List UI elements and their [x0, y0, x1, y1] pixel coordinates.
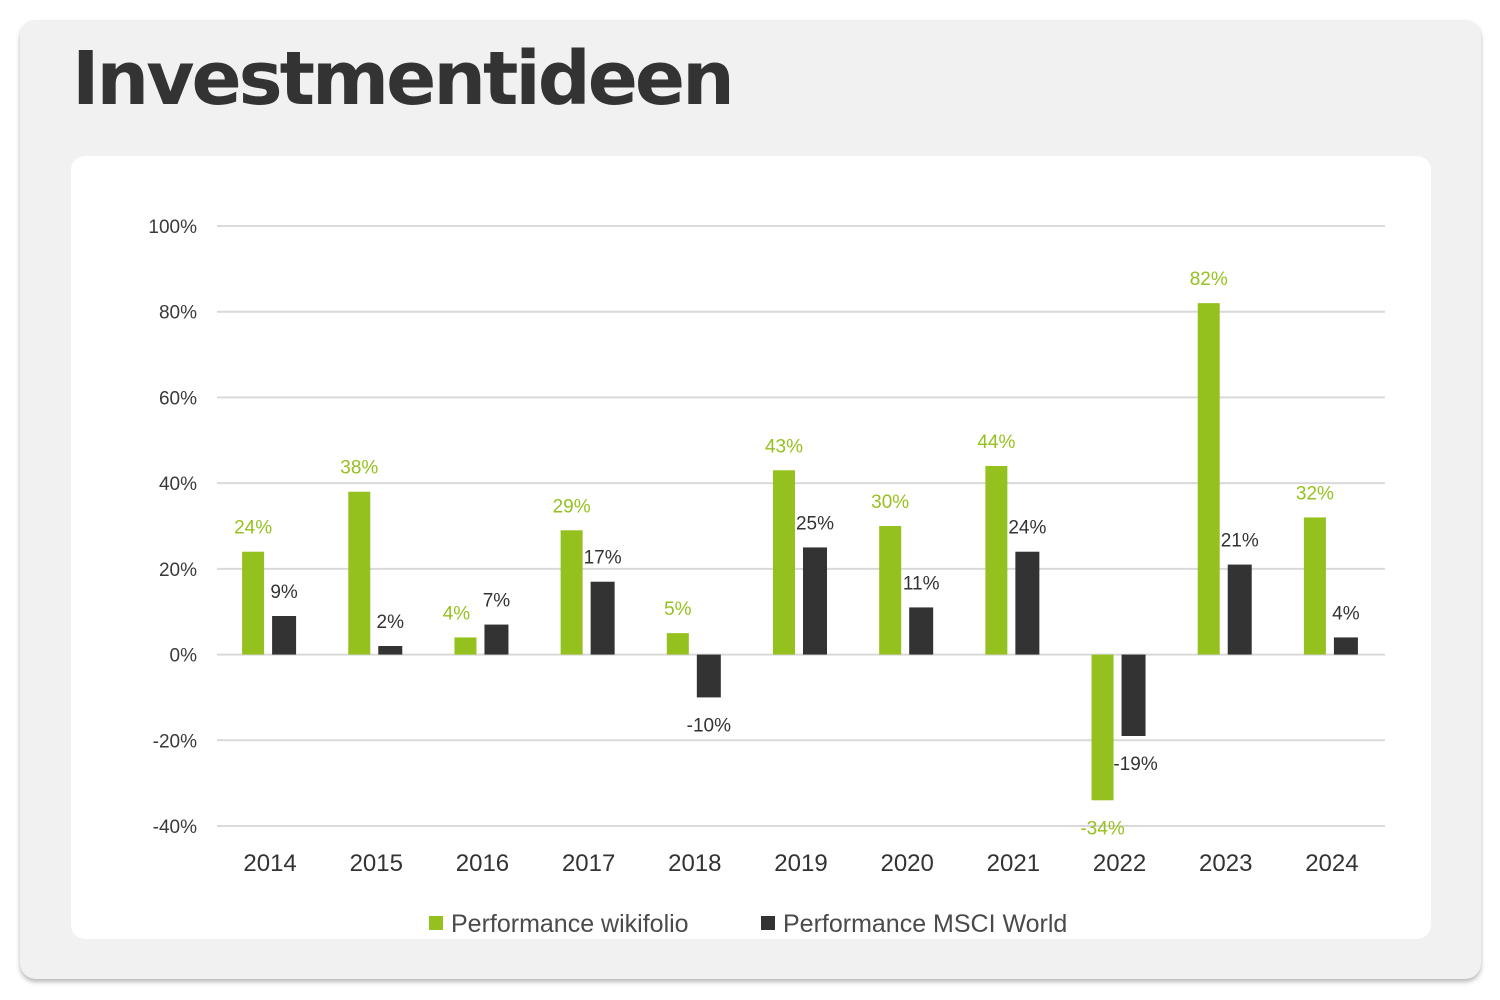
- bar-msci: [1015, 551, 1040, 655]
- y-tick-label: 20%: [159, 560, 197, 581]
- bar-wikifolio: [773, 470, 795, 655]
- bar-wikifolio: [560, 530, 583, 655]
- y-tick-label: 60%: [159, 388, 197, 409]
- x-axis: 2014 2015 2016 2017 2018 2019 2020 2021 2022 2023…: [243, 850, 1358, 877]
- data-label: 9%: [270, 582, 298, 603]
- bar-msci: [696, 654, 721, 698]
- data-label: 21%: [1221, 531, 1259, 552]
- x-tick-label: 2021: [987, 850, 1040, 877]
- bar-wikifolio: [879, 526, 902, 655]
- page-title: Investmentideen: [72, 36, 735, 122]
- data-label: -10%: [687, 715, 731, 736]
- bar-wikifolio: [1303, 517, 1326, 655]
- legend-label: Performance wikifolio: [451, 910, 689, 938]
- bar-wikifolio: [454, 637, 477, 655]
- data-label: 32%: [1296, 483, 1334, 504]
- bar-msci: [484, 624, 509, 655]
- bar-msci: [272, 616, 297, 655]
- data-label: 2%: [377, 612, 405, 633]
- data-label: 30%: [871, 492, 909, 513]
- bar-wikifolio: [1197, 303, 1220, 655]
- x-tick-label: 2016: [456, 850, 509, 877]
- data-label: 82%: [1190, 269, 1228, 290]
- bar-wikifolio: [666, 633, 689, 655]
- data-label: 24%: [234, 518, 272, 539]
- y-axis: 100% 80% 60% 40% 20% 0% -20% -40%: [148, 217, 197, 838]
- data-label: 25%: [796, 513, 834, 534]
- bars: [242, 303, 1358, 801]
- x-tick-label: 2015: [350, 850, 403, 877]
- legend: Performance wikifolio Performance MSCI Wo…: [429, 910, 1067, 938]
- data-labels: 24% 9% 38% 2% 4% 7% 29% 17% 5% -10% 43% 25% 30% 11% 44…: [234, 269, 1360, 839]
- y-tick-label: 0%: [170, 646, 198, 667]
- data-label: 4%: [1332, 603, 1360, 624]
- x-tick-label: 2020: [880, 850, 933, 877]
- data-label: -19%: [1113, 754, 1157, 775]
- bar-wikifolio: [985, 466, 1008, 655]
- data-label: 4%: [443, 603, 471, 624]
- data-label: 7%: [483, 591, 511, 612]
- x-tick-label: 2019: [774, 850, 827, 877]
- x-tick-label: 2022: [1093, 850, 1146, 877]
- y-tick-label: 100%: [148, 217, 197, 238]
- bar-wikifolio: [1091, 654, 1114, 801]
- bar-msci: [378, 646, 403, 655]
- y-tick-label: 40%: [159, 474, 197, 495]
- legend-swatch-wikifolio: [429, 916, 443, 930]
- bar-msci: [1333, 637, 1358, 655]
- data-label: 24%: [1008, 518, 1046, 539]
- data-label: 11%: [903, 573, 940, 594]
- y-tick-label: -20%: [153, 731, 197, 752]
- x-tick-label: 2024: [1305, 850, 1358, 877]
- x-tick-label: 2018: [668, 850, 721, 877]
- gridlines: [217, 225, 1385, 827]
- data-label: 29%: [553, 496, 591, 517]
- y-tick-label: -40%: [153, 817, 197, 838]
- chart-card: 100% 80% 60% 40% 20% 0% -20% -40% 24% 9% 38% 2% 4% 7…: [71, 156, 1431, 939]
- bar-chart: 100% 80% 60% 40% 20% 0% -20% -40% 24% 9% 38% 2% 4% 7…: [148, 217, 1385, 938]
- chart-panel: Investmentideen 100% 80% 60% 40% 20% 0% -20% -4…: [20, 20, 1481, 979]
- x-tick-label: 2014: [243, 850, 296, 877]
- legend-label: Performance MSCI World: [783, 910, 1067, 938]
- data-label: 43%: [765, 436, 803, 457]
- data-label: 38%: [340, 458, 378, 479]
- bar-msci: [803, 547, 827, 655]
- data-label: 5%: [664, 599, 692, 620]
- bar-msci: [1227, 564, 1252, 655]
- x-tick-label: 2017: [562, 850, 615, 877]
- bar-msci: [1121, 654, 1146, 736]
- data-label: -34%: [1080, 818, 1124, 839]
- bar-msci: [909, 607, 934, 655]
- data-label: 44%: [977, 432, 1015, 453]
- y-tick-label: 80%: [159, 303, 197, 324]
- data-label: 17%: [584, 548, 622, 569]
- x-tick-label: 2023: [1199, 850, 1252, 877]
- bar-wikifolio: [348, 491, 371, 655]
- bar-msci: [590, 581, 615, 655]
- legend-swatch-msci: [761, 916, 775, 930]
- bar-wikifolio: [242, 551, 265, 655]
